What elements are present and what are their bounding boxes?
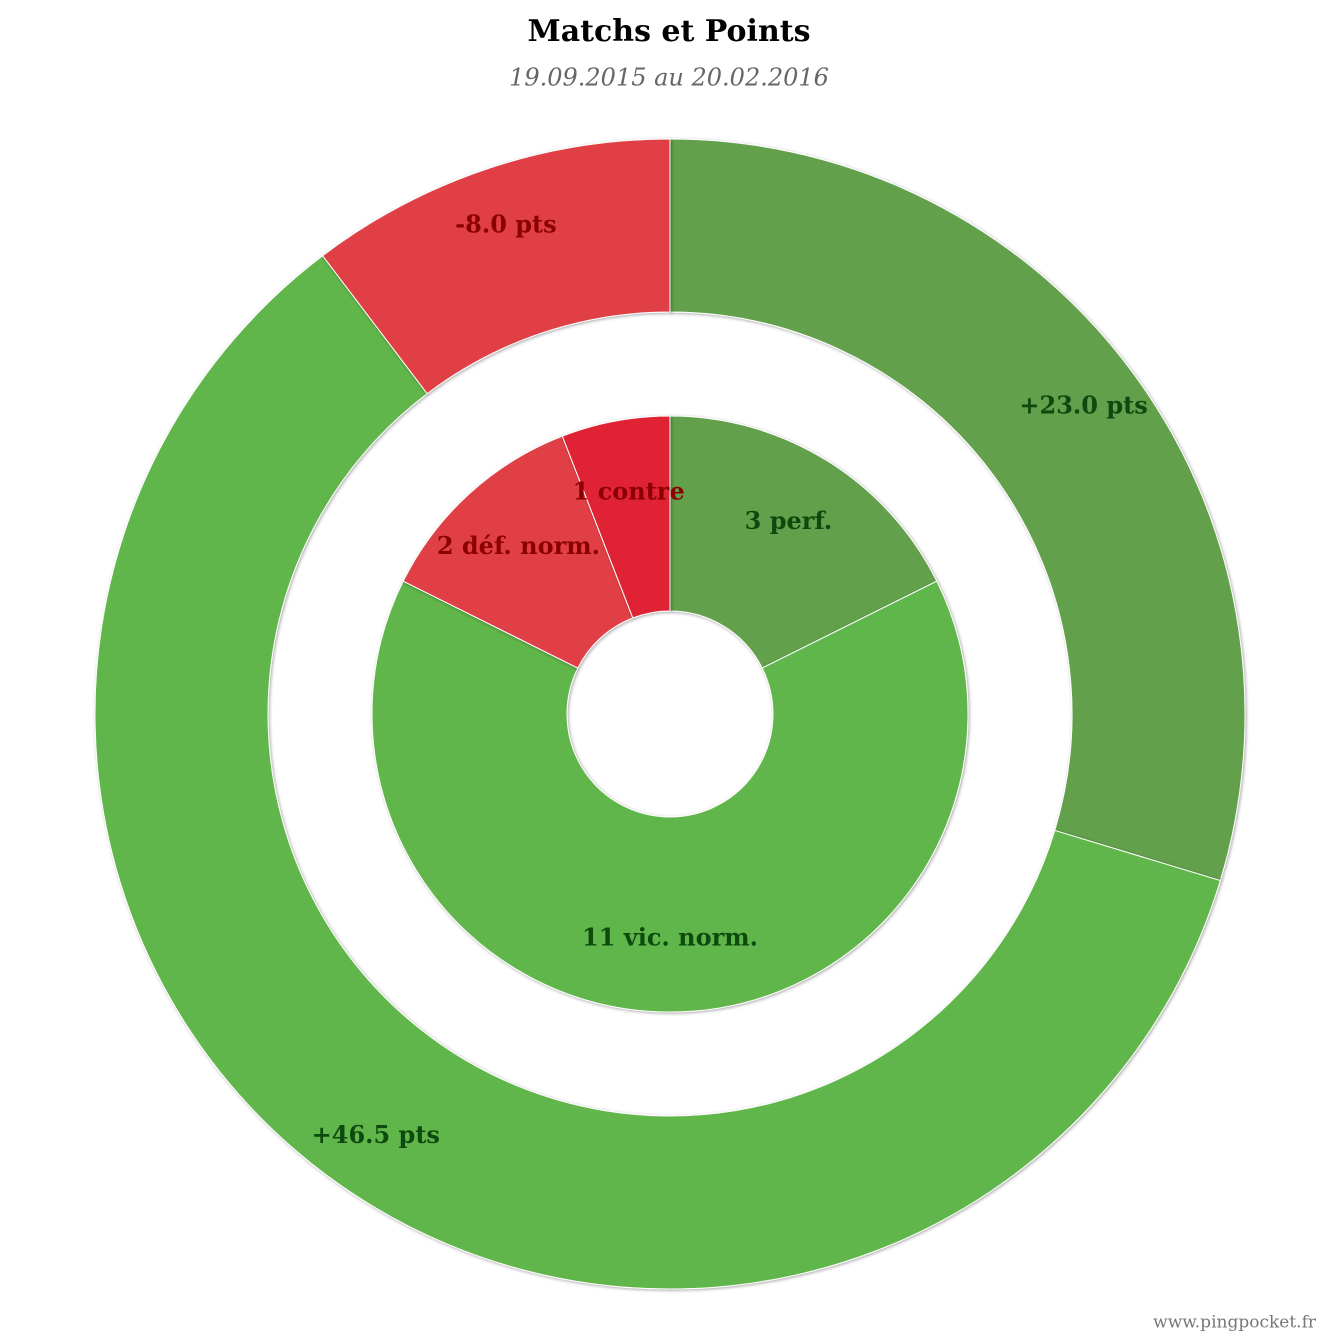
chart-title: Matchs et Points bbox=[527, 14, 810, 49]
data-label: -8.0 pts bbox=[455, 209, 556, 238]
data-label: +23.0 pts bbox=[1019, 391, 1147, 420]
rings: +23.0 pts +46.5 pts -8.0 pts 3 perf. 11 vic.… bbox=[94, 138, 1246, 1290]
donut-slice bbox=[94, 255, 1221, 1290]
data-label: 3 perf. bbox=[745, 506, 833, 535]
data-label: 11 vic. norm. bbox=[582, 923, 758, 952]
chart-subtitle: 19.09.2015 au 20.02.2016 bbox=[509, 64, 829, 92]
donut-slice bbox=[669, 138, 1246, 882]
data-label: 2 déf. norm. bbox=[437, 531, 600, 560]
credit: www.pingpocket.fr bbox=[1153, 1313, 1317, 1333]
data-label: +46.5 pts bbox=[312, 1120, 440, 1149]
donut-slice bbox=[402, 435, 634, 669]
donut-slice bbox=[321, 138, 671, 395]
donut-slice bbox=[371, 580, 969, 1013]
data-label: 1 contre bbox=[573, 476, 685, 505]
donut-slice bbox=[669, 415, 938, 669]
donut-slice bbox=[561, 415, 671, 619]
